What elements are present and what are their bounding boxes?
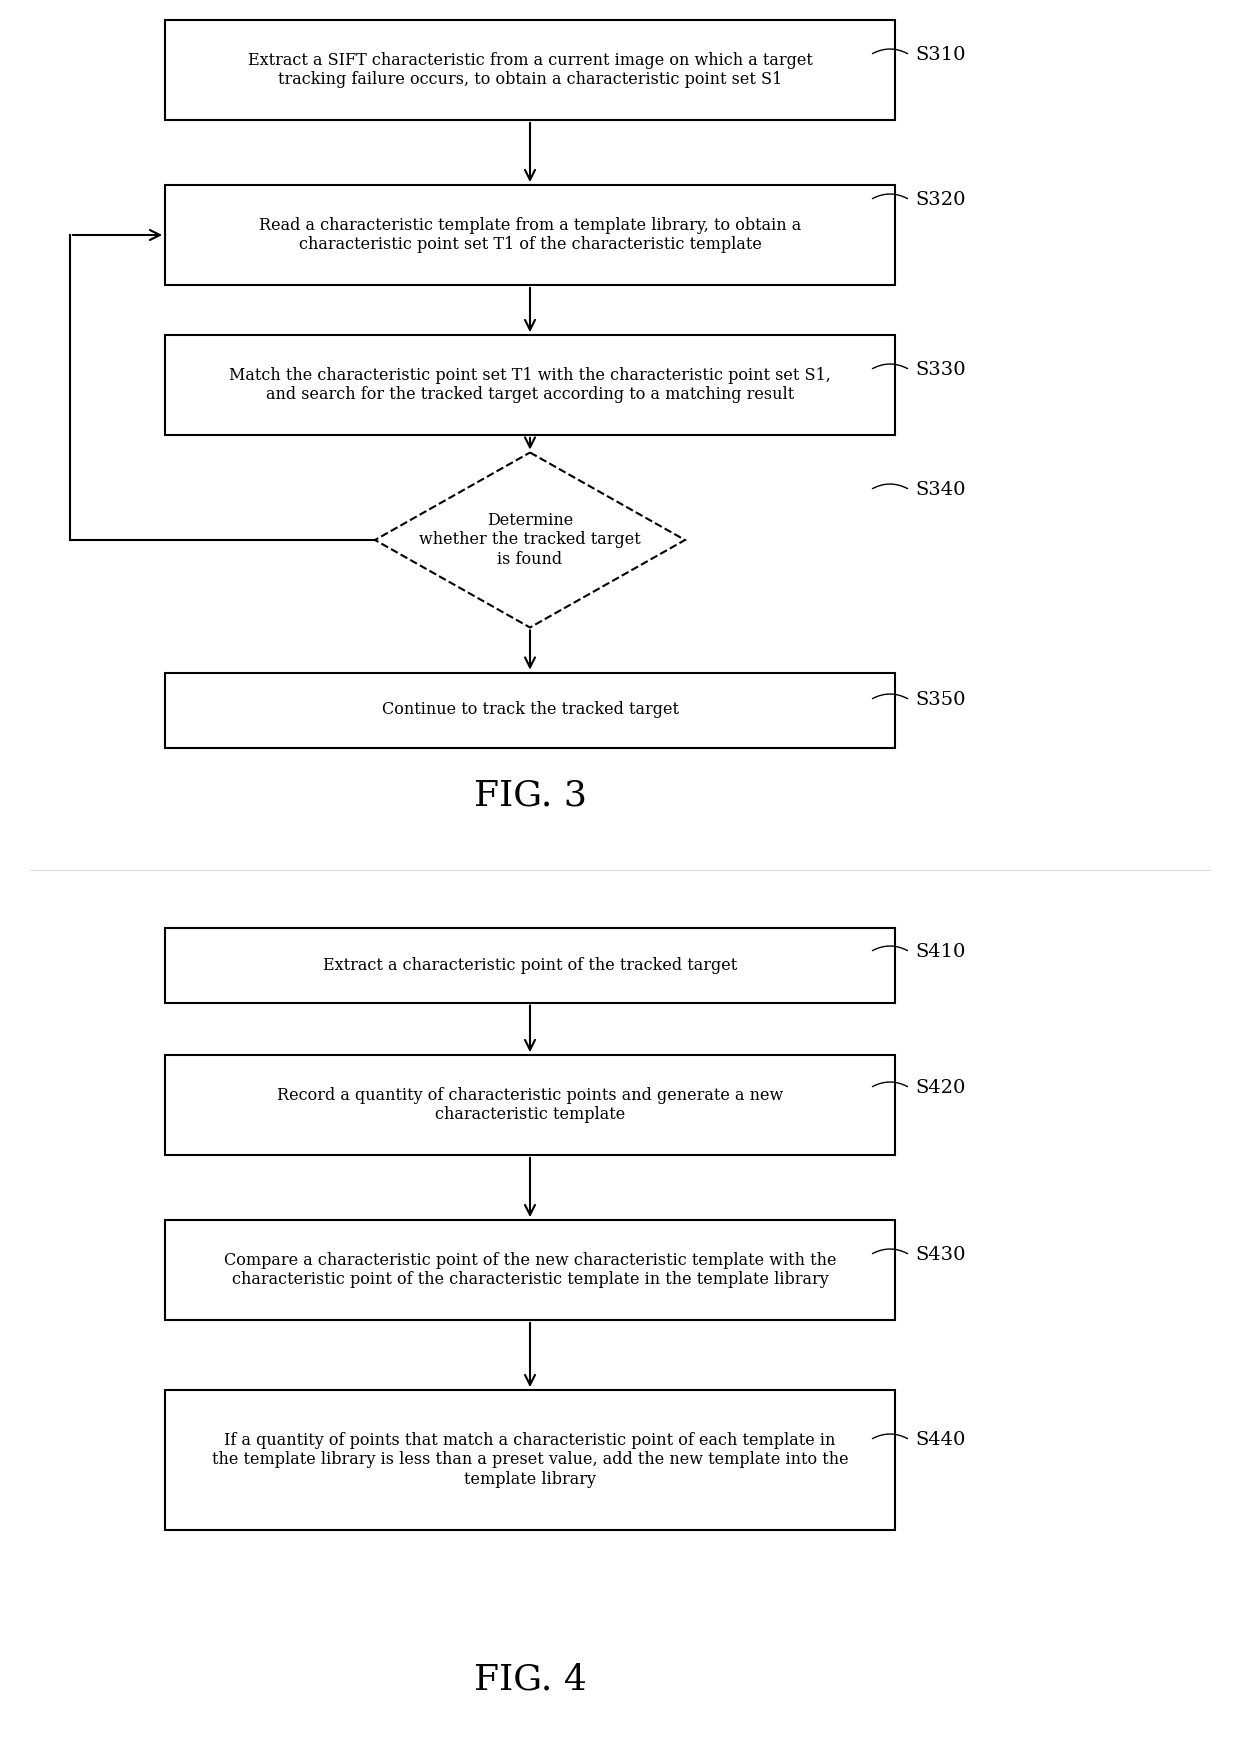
- FancyBboxPatch shape: [165, 336, 895, 435]
- Text: Extract a SIFT characteristic from a current image on which a target
tracking fa: Extract a SIFT characteristic from a cur…: [248, 52, 812, 89]
- FancyBboxPatch shape: [165, 1056, 895, 1155]
- Text: Record a quantity of characteristic points and generate a new
characteristic tem: Record a quantity of characteristic poin…: [277, 1087, 784, 1123]
- Text: Extract a characteristic point of the tracked target: Extract a characteristic point of the tr…: [322, 956, 737, 974]
- Text: S330: S330: [915, 362, 966, 379]
- Text: S310: S310: [915, 45, 966, 64]
- Text: S320: S320: [915, 191, 966, 209]
- FancyBboxPatch shape: [165, 184, 895, 285]
- Text: If a quantity of points that match a characteristic point of each template in
th: If a quantity of points that match a cha…: [212, 1431, 848, 1489]
- Text: Read a characteristic template from a template library, to obtain a
characterist: Read a characteristic template from a te…: [259, 217, 801, 254]
- Text: S410: S410: [915, 943, 966, 962]
- Text: Continue to track the tracked target: Continue to track the tracked target: [382, 701, 678, 718]
- Text: S420: S420: [915, 1078, 966, 1097]
- Text: Match the characteristic point set T1 with the characteristic point set S1,
and : Match the characteristic point set T1 wi…: [229, 367, 831, 403]
- FancyBboxPatch shape: [165, 927, 895, 1002]
- Text: Determine
whether the tracked target
is found: Determine whether the tracked target is …: [419, 511, 641, 569]
- Text: S350: S350: [915, 690, 966, 710]
- FancyBboxPatch shape: [165, 1221, 895, 1320]
- Text: S430: S430: [915, 1247, 966, 1264]
- Text: S440: S440: [915, 1431, 966, 1449]
- FancyBboxPatch shape: [165, 673, 895, 748]
- Text: FIG. 3: FIG. 3: [474, 777, 587, 812]
- FancyBboxPatch shape: [165, 1389, 895, 1530]
- Text: FIG. 4: FIG. 4: [474, 1662, 587, 1697]
- Text: Compare a characteristic point of the new characteristic template with the
chara: Compare a characteristic point of the ne…: [223, 1252, 836, 1289]
- Polygon shape: [374, 452, 684, 628]
- Text: S340: S340: [915, 482, 966, 499]
- FancyBboxPatch shape: [165, 21, 895, 120]
